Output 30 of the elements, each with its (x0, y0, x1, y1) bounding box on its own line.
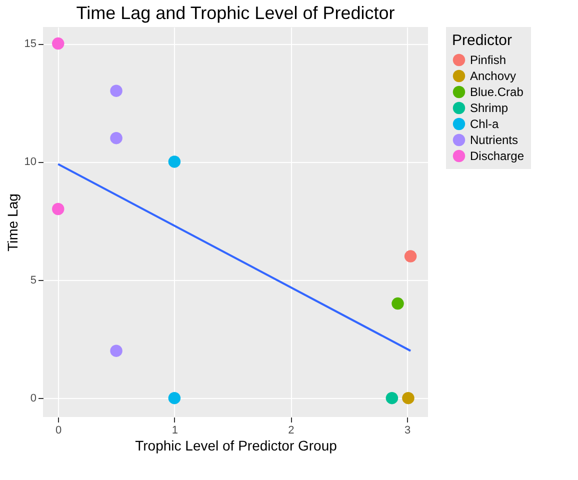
y-tick-label: 10 (24, 156, 36, 168)
y-axis-title: Time Lag (4, 194, 20, 252)
point (110, 344, 122, 357)
legend-label: Pinfish (470, 53, 506, 67)
y-tick-label: 0 (30, 392, 36, 405)
x-axis-title: Trophic Level of Predictor Group (135, 438, 338, 454)
point (386, 392, 398, 404)
point (404, 250, 417, 262)
legend-label: Nutrients (470, 133, 518, 147)
point (402, 392, 414, 404)
legend-label: Blue.Crab (470, 85, 524, 99)
legend-label: Discharge (470, 149, 524, 163)
y-tick-label: 5 (30, 274, 36, 286)
point (168, 392, 181, 404)
legend-title: Predictor (452, 32, 512, 49)
x-tick-label: 1 (172, 424, 178, 436)
point (52, 37, 64, 50)
legend-label: Chl-a (470, 117, 499, 131)
point (168, 156, 181, 168)
legend-label: Shrimp (470, 101, 508, 115)
point (52, 202, 64, 216)
x-tick-label: 2 (288, 424, 294, 436)
point (392, 297, 404, 310)
x-tick-label: 0 (56, 424, 62, 436)
chart-title: Time Lag and Trophic Level of Predictor (76, 3, 395, 23)
point (110, 132, 122, 144)
point (110, 84, 122, 97)
x-tick-label: 3 (404, 424, 411, 436)
legend-label: Anchovy (470, 69, 516, 83)
y-tick-label: 15 (24, 38, 36, 50)
